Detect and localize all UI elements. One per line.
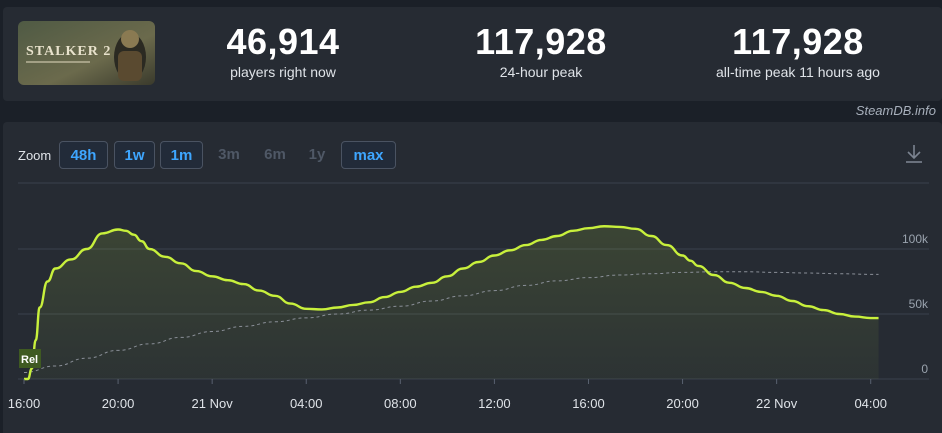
x-tick-label: 20:00 xyxy=(666,396,699,411)
zoom-48h-button[interactable]: 48h xyxy=(59,141,108,169)
zoom-3m-button[interactable]: 3m xyxy=(218,146,240,163)
release-marker[interactable]: Rel xyxy=(19,349,41,368)
x-tick-label: 22 Nov xyxy=(756,396,798,411)
y-tick-label: 50k xyxy=(909,297,929,311)
x-axis: 16:00 20:00 21 Nov 04:00 08:00 12:00 16:00 20:0… xyxy=(8,379,887,411)
x-tick-label: 20:00 xyxy=(102,396,135,411)
stats-header xyxy=(3,7,942,101)
average-line xyxy=(23,271,879,373)
zoom-1w-button[interactable]: 1w xyxy=(114,141,155,169)
zoom-label: Zoom xyxy=(18,148,52,163)
game-thumbnail[interactable]: STALKER 2 xyxy=(18,21,155,85)
stat-current-players: 46,914 players right now xyxy=(213,21,353,81)
stat-label: players right now xyxy=(230,64,336,80)
zoom-1m-button[interactable]: 1m xyxy=(160,141,203,169)
zoom-1y-button[interactable]: 1y xyxy=(308,146,326,163)
release-marker-label: Rel xyxy=(21,354,38,366)
players-line[interactable] xyxy=(23,225,879,381)
game-art-title: STALKER 2 xyxy=(26,44,111,59)
y-axis: 0 50k 100k xyxy=(902,232,929,376)
zoom-6m-button[interactable]: 6m xyxy=(264,146,286,163)
x-tick-label: 16:00 xyxy=(8,396,41,411)
x-tick-label: 08:00 xyxy=(384,396,417,411)
zoom-max-button[interactable]: max xyxy=(341,141,396,169)
x-tick-label: 12:00 xyxy=(478,396,511,411)
y-tick-label: 100k xyxy=(902,232,929,246)
stat-value: 117,928 xyxy=(732,21,864,62)
download-icon[interactable] xyxy=(902,142,926,166)
x-tick-label: 21 Nov xyxy=(192,396,234,411)
stat-value: 46,914 xyxy=(226,21,340,62)
x-tick-label: 16:00 xyxy=(572,396,605,411)
stat-label: all-time peak 11 hours ago xyxy=(716,64,880,80)
x-tick-label: 04:00 xyxy=(290,396,323,411)
stat-label: 24-hour peak xyxy=(499,64,583,80)
stat-24h-peak: 117,928 24-hour peak xyxy=(461,21,621,81)
stat-all-time-peak: 117,928 all-time peak 11 hours ago xyxy=(700,21,896,81)
release-marker-box xyxy=(19,349,41,368)
game-art-image: STALKER 2 xyxy=(18,21,155,85)
stat-value: 117,928 xyxy=(475,21,607,62)
players-area xyxy=(24,226,879,379)
steamdb-credit[interactable]: SteamDB.info xyxy=(855,103,936,118)
y-tick-label: 0 xyxy=(921,362,928,376)
x-tick-label: 04:00 xyxy=(854,396,887,411)
